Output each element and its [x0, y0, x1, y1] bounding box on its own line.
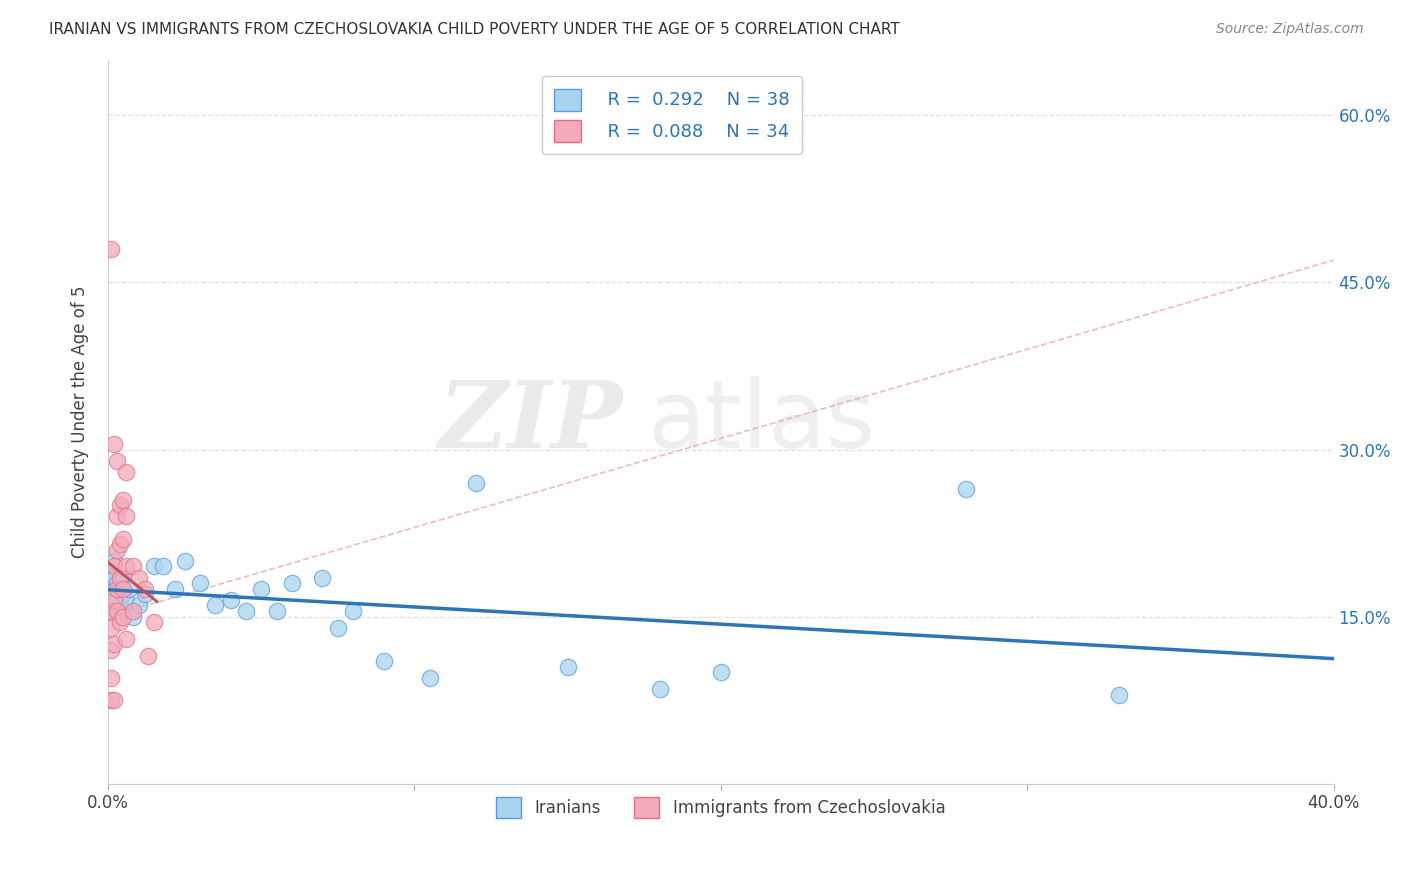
Point	[112, 571, 135, 585]
Point	[103, 693, 125, 707]
Point	[103, 559, 125, 574]
Point	[204, 599, 226, 613]
Point	[1108, 688, 1130, 702]
Point	[110, 571, 132, 585]
Point	[134, 582, 156, 596]
Point	[103, 604, 125, 618]
Point	[100, 621, 122, 635]
Point	[103, 554, 125, 568]
Point	[115, 593, 138, 607]
Point	[110, 537, 132, 551]
Text: ZIP: ZIP	[439, 376, 623, 467]
Point	[105, 576, 128, 591]
Point	[100, 565, 122, 579]
Point	[165, 582, 187, 596]
Point	[118, 582, 141, 596]
Text: IRANIAN VS IMMIGRANTS FROM CZECHOSLOVAKIA CHILD POVERTY UNDER THE AGE OF 5 CORRE: IRANIAN VS IMMIGRANTS FROM CZECHOSLOVAKI…	[49, 22, 900, 37]
Point	[121, 559, 143, 574]
Point	[173, 554, 195, 568]
Point	[557, 659, 579, 673]
Point	[142, 559, 165, 574]
Point	[152, 559, 174, 574]
Point	[464, 475, 486, 490]
Point	[105, 582, 128, 596]
Text: Source: ZipAtlas.com: Source: ZipAtlas.com	[1216, 22, 1364, 37]
Point	[110, 582, 132, 596]
Point	[100, 242, 122, 256]
Point	[250, 582, 273, 596]
Point	[112, 492, 135, 507]
Point	[342, 604, 364, 618]
Point	[103, 571, 125, 585]
Point	[142, 615, 165, 630]
Point	[115, 632, 138, 646]
Point	[100, 643, 122, 657]
Point	[115, 509, 138, 524]
Point	[112, 609, 135, 624]
Point	[136, 648, 159, 663]
Point	[105, 453, 128, 467]
Point	[100, 582, 122, 596]
Text: atlas: atlas	[647, 376, 876, 467]
Point	[105, 542, 128, 557]
Point	[710, 665, 733, 680]
Point	[100, 671, 122, 685]
Point	[105, 604, 128, 618]
Point	[128, 571, 150, 585]
Point	[121, 609, 143, 624]
Point	[103, 437, 125, 451]
Point	[110, 599, 132, 613]
Point	[134, 587, 156, 601]
Point	[955, 482, 977, 496]
Point	[128, 599, 150, 613]
Point	[103, 638, 125, 652]
Point	[115, 465, 138, 479]
Point	[373, 654, 395, 668]
Point	[188, 576, 211, 591]
Point	[326, 621, 349, 635]
Point	[266, 604, 288, 618]
Point	[112, 532, 135, 546]
Point	[100, 693, 122, 707]
Point	[235, 604, 257, 618]
Point	[112, 582, 135, 596]
Point	[219, 593, 242, 607]
Point	[115, 559, 138, 574]
Point	[112, 587, 135, 601]
Y-axis label: Child Poverty Under the Age of 5: Child Poverty Under the Age of 5	[72, 285, 89, 558]
Point	[648, 681, 671, 696]
Point	[110, 498, 132, 512]
Point	[110, 615, 132, 630]
Legend: Iranians, Immigrants from Czechoslovakia: Iranians, Immigrants from Czechoslovakia	[488, 789, 953, 826]
Point	[281, 576, 304, 591]
Point	[100, 604, 122, 618]
Point	[311, 571, 333, 585]
Point	[105, 509, 128, 524]
Point	[121, 604, 143, 618]
Point	[419, 671, 441, 685]
Point	[105, 593, 128, 607]
Point	[103, 593, 125, 607]
